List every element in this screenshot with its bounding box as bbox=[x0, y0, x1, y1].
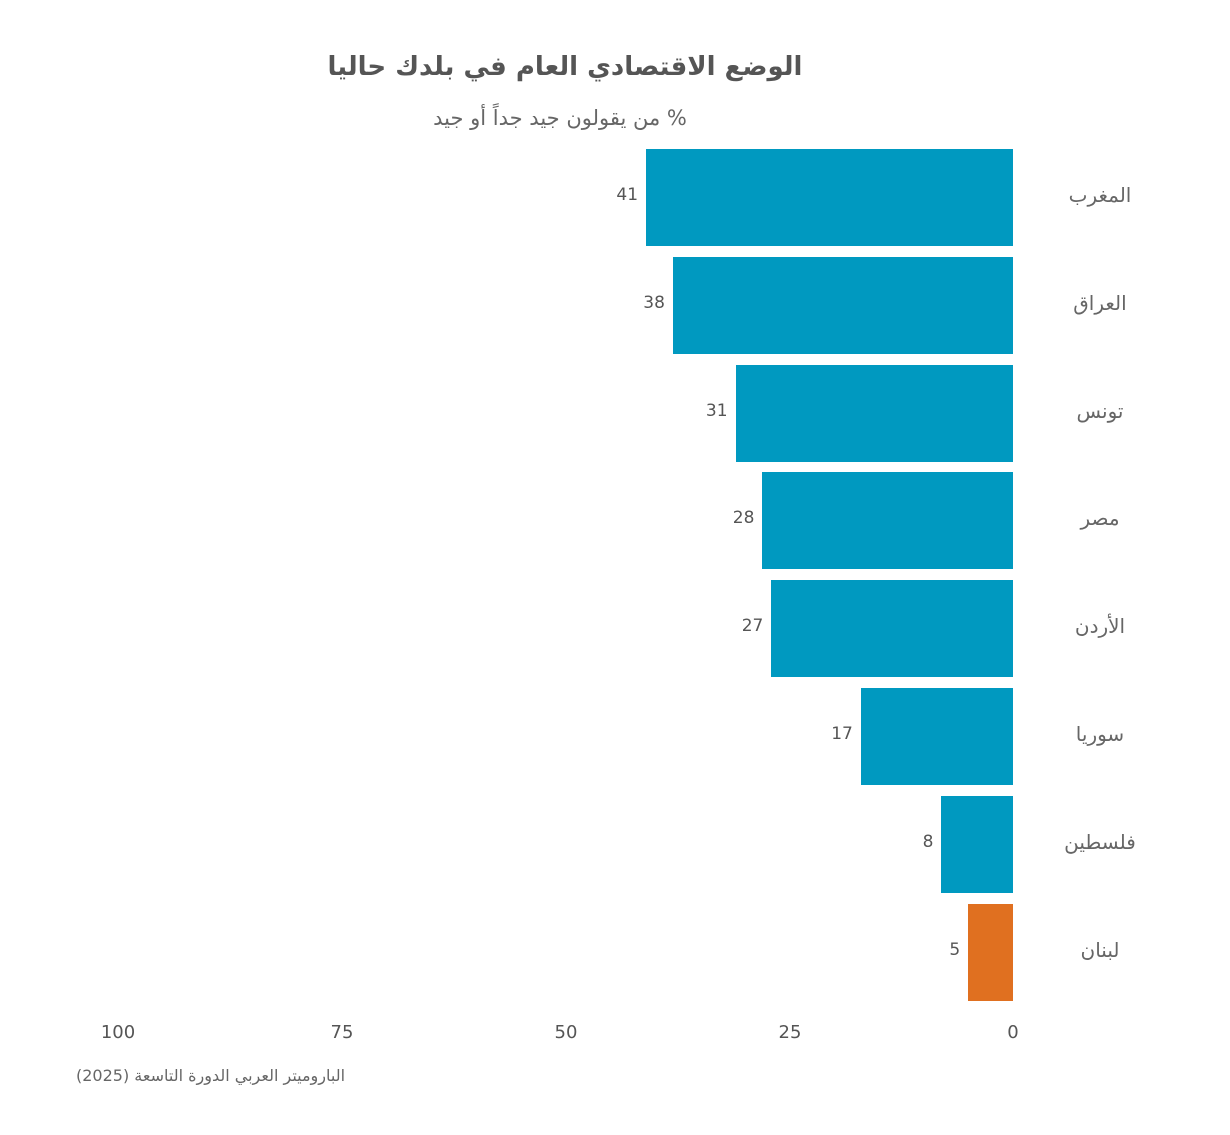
bar-value-label: 5 bbox=[949, 939, 961, 960]
x-tick-100: 100 bbox=[100, 1022, 136, 1043]
bar-value-label: 38 bbox=[643, 292, 665, 313]
bar-value-label: 8 bbox=[922, 831, 934, 852]
bar-row: 28 مصر bbox=[0, 472, 1230, 570]
bar-value-label: 27 bbox=[741, 616, 764, 637]
bar bbox=[771, 580, 1013, 678]
bar-row: 5 لبنان bbox=[0, 903, 1230, 1001]
x-tick-25: 25 bbox=[778, 1022, 802, 1043]
bar bbox=[941, 795, 1013, 893]
bar-row: 41 المغرب bbox=[0, 149, 1230, 246]
bar bbox=[672, 256, 1013, 354]
bar-row: 8 فلسطين bbox=[0, 795, 1230, 893]
bar bbox=[968, 903, 1013, 1001]
bar-value-label: 28 bbox=[732, 508, 755, 529]
x-tick-0: 0 bbox=[1007, 1022, 1019, 1043]
bar-value-label: 41 bbox=[616, 185, 639, 205]
bar-value-label: 31 bbox=[705, 400, 728, 421]
category-label: فلسطين bbox=[1064, 829, 1136, 854]
bar-row: 17 سوريا bbox=[0, 688, 1230, 785]
category-label: المغرب bbox=[1068, 183, 1132, 207]
category-label: مصر bbox=[1080, 506, 1120, 531]
category-label: لبنان bbox=[1080, 937, 1120, 962]
category-label: العراق bbox=[1073, 290, 1127, 315]
category-label: الأردن bbox=[1074, 614, 1126, 639]
bar bbox=[762, 472, 1013, 570]
chart-subtitle: % من يقولون جيد جداً أو جيد bbox=[433, 106, 687, 130]
bar bbox=[860, 688, 1013, 785]
category-label: سوريا bbox=[1075, 722, 1125, 746]
bar-row: 27 الأردن bbox=[0, 580, 1230, 678]
source-note: الباروميتر العربي الدورة التاسعة (2025) bbox=[76, 1066, 346, 1085]
x-tick-75: 75 bbox=[330, 1022, 354, 1043]
chart-title: الوضع الاقتصادي العام في بلدك حاليا bbox=[327, 52, 803, 82]
x-tick-50: 50 bbox=[554, 1022, 578, 1043]
bar-row: 38 العراق bbox=[0, 256, 1230, 354]
bar-row: 31 تونس bbox=[0, 364, 1230, 462]
bar bbox=[735, 364, 1013, 462]
bar bbox=[646, 149, 1013, 246]
bar-value-label: 17 bbox=[831, 724, 853, 744]
category-label: تونس bbox=[1076, 398, 1124, 423]
